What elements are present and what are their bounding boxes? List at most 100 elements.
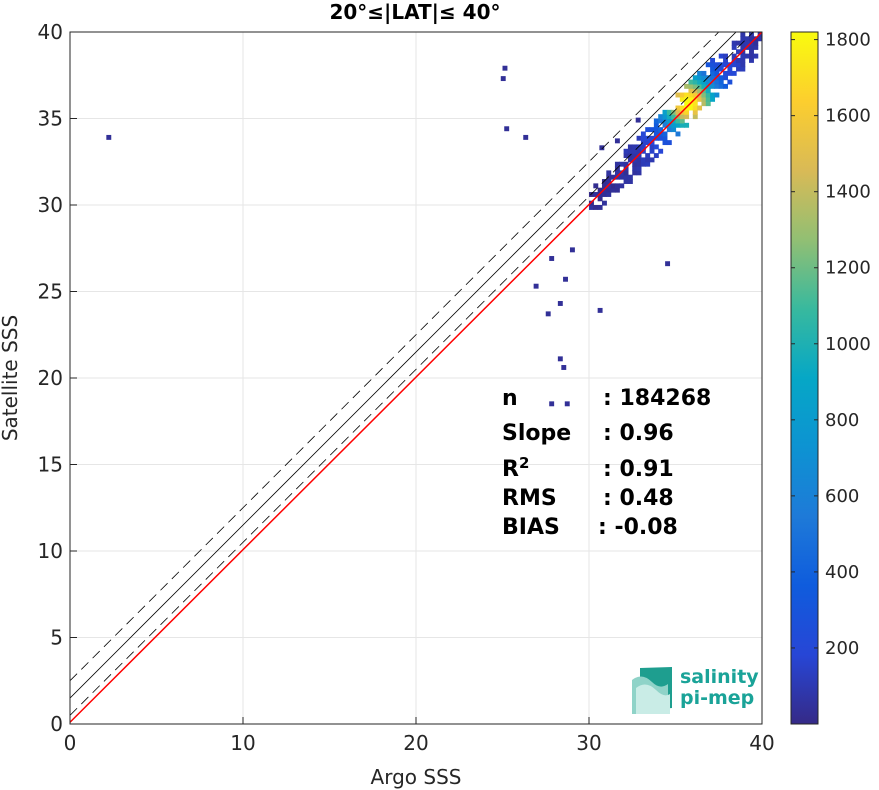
density-cell [601,179,607,184]
outlier-cell [665,261,671,267]
density-cell [658,114,664,120]
density-cell [666,109,672,115]
outlier-cell [106,134,112,140]
density-cell [627,157,633,163]
outlier-cell [549,256,555,261]
density-cell [731,70,737,76]
density-cell [740,57,746,63]
density-cell [593,183,599,189]
density-cell [649,157,655,163]
density-cell [723,53,728,59]
wave-logo-icon [632,667,672,714]
outlier-cell [557,301,563,306]
density-cell [705,75,711,81]
colorbar-tick-label: 1000 [825,334,871,355]
density-cell [636,144,642,150]
stat-label: Slope [502,421,571,446]
density-cell [623,170,629,176]
density-cell [718,79,724,85]
y-tick-label: 35 [38,107,63,131]
density-cell [649,148,655,154]
density-cell [601,200,607,206]
density-cell [701,101,707,107]
density-cell [710,57,716,63]
density-cell [671,127,677,133]
density-cell [666,140,672,146]
density-cell [640,140,646,146]
colorbar-frame [790,31,819,725]
density-cell [606,179,612,184]
density-cell [705,96,711,102]
density-cell [653,118,659,124]
density-cell [675,92,681,98]
density-cell [753,44,759,50]
density-cell [606,170,612,176]
salinity-pi-mep-logo: salinity pi-mep [632,666,759,714]
density-cell [632,161,638,167]
outlier-cell [599,145,605,151]
density-cell [658,118,664,124]
density-cell [714,92,720,98]
density-cell [714,66,720,72]
density-cell [627,153,633,159]
y-tick-label: 5 [50,626,63,650]
density-cell [684,114,690,120]
density-cell [727,66,733,72]
colorbar-tick-label: 1400 [825,182,871,203]
density-cell [589,192,594,197]
density-cell [740,32,746,37]
density-cell [727,79,733,85]
density-cell [753,53,759,59]
density-cell [645,140,651,146]
outlier-cell [597,307,603,313]
density-cell [671,122,677,128]
density-cell [675,131,681,137]
density-cell [718,66,724,72]
colorbar-tick-label: 1800 [825,30,871,51]
density-cell [744,40,750,46]
fit-lines [70,32,762,723]
outlier-cell [500,76,506,82]
density-cell [653,127,659,133]
density-cell [731,53,737,59]
colorbar-tick-label: 1200 [825,258,871,279]
logo-line-2: pi-mep [680,687,754,709]
density-cell [619,174,625,180]
density-cell [697,88,703,94]
density-cell [731,40,737,46]
density-cell [675,109,681,115]
x-tick-label: 30 [576,731,601,755]
density-cell [705,88,711,94]
stat-value: : 0.48 [603,486,674,511]
x-tick-label: 20 [403,731,428,755]
density-cell [705,101,711,107]
density-cell [692,83,698,89]
density-cell [653,153,659,159]
upper-bound-line [70,32,720,682]
density-cell [675,118,681,124]
density-cell [710,92,716,98]
density-cell [723,57,728,63]
density-cell [645,153,651,159]
density-cell [736,40,741,46]
x-axis-ticks: 0 10 20 30 40 [64,717,775,755]
density-cell [614,170,620,176]
density-cell [688,105,694,111]
density-cell [710,66,716,72]
stat-value: : 184268 [603,386,711,411]
outlier-cell [569,247,575,253]
density-cell [753,40,759,46]
density-cell [679,96,685,102]
stat-superscript: 2 [519,454,529,472]
density-cell [740,66,746,72]
density-cell [619,161,625,167]
y-tick-label: 30 [38,193,63,217]
density-cell [718,75,724,81]
y-tick-label: 15 [38,453,63,477]
density-cell [645,127,651,133]
density-cell [749,49,754,55]
density-cell [614,187,620,193]
density-cell [714,83,720,89]
